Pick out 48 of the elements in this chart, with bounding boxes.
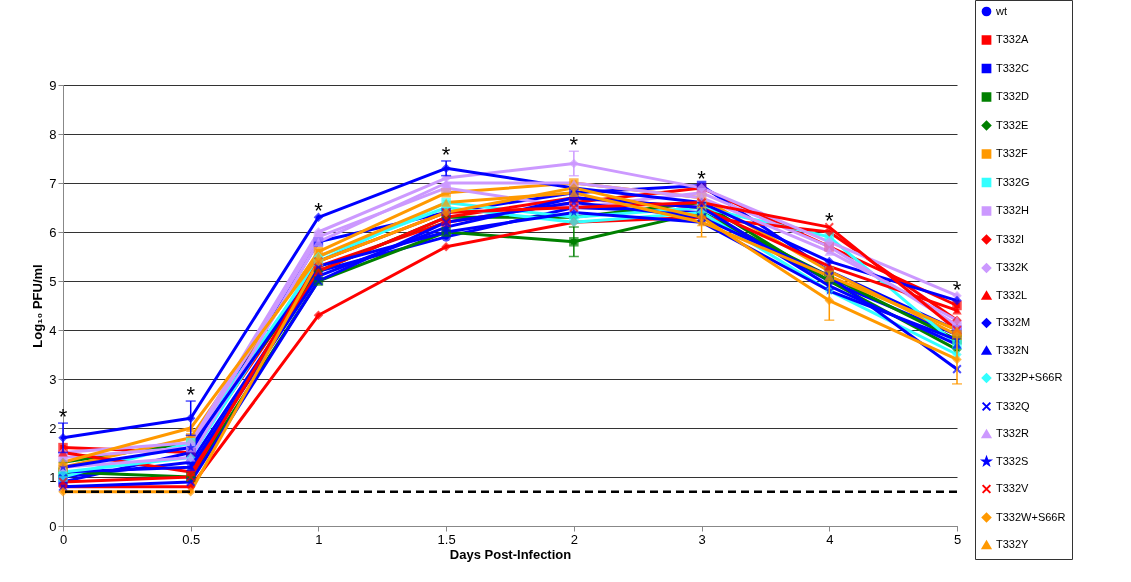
legend-label: T332S [996, 454, 1029, 467]
annotation: * [58, 404, 68, 430]
legend-label: T332L [996, 288, 1028, 301]
legend-label: T332D [996, 90, 1030, 102]
legend-label: T332P+S66R [996, 371, 1063, 383]
y-tick-label: 3 [49, 371, 57, 387]
annotation: * [569, 132, 579, 158]
legend-label: T332E [996, 118, 1029, 131]
annotation: * [441, 141, 451, 167]
y-tick-label: 1 [49, 469, 57, 485]
y-tick-label: 0 [49, 518, 57, 534]
legend-label: T332W+S66R [996, 510, 1066, 523]
legend-label: T332G [996, 175, 1030, 188]
annotation: * [952, 276, 962, 302]
x-axis-title: Days Post-Infection [449, 546, 572, 562]
legend-label: T332H [996, 204, 1030, 216]
x-tick-label: 5 [953, 531, 962, 547]
x-tick-label: 3 [698, 531, 706, 547]
legend-label: T332N [996, 343, 1030, 356]
annotation: * [314, 198, 324, 224]
y-tick-label: 7 [49, 175, 57, 191]
legend-label: T332K [996, 261, 1030, 273]
annotation: * [825, 208, 834, 234]
legend-label: T332I [996, 232, 1025, 245]
x-tick-label: 0.5 [182, 531, 201, 547]
legend-label: T332R [996, 427, 1030, 439]
x-tick-label: 2 [570, 531, 578, 547]
legend-label: T332Y [996, 538, 1030, 550]
y-axis-title: Log₁₀ PFU/ml [30, 264, 46, 348]
x-tick-label: 0 [59, 531, 68, 547]
legend-label: T332V [996, 482, 1030, 494]
annotation: * [697, 166, 707, 192]
x-tick-label: 1 [315, 531, 323, 547]
y-tick-label: 6 [49, 224, 57, 240]
y-tick-label: 9 [49, 77, 57, 93]
legend-label: T332M [996, 316, 1031, 328]
y-tick-label: 4 [49, 322, 57, 338]
x-tick-label: 1.5 [437, 531, 456, 547]
legend-label: wt [995, 4, 1007, 17]
y-tick-label: 5 [49, 273, 57, 289]
x-tick-label: 4 [826, 531, 834, 547]
legend-label: T332Q [996, 399, 1031, 412]
legend-label: T332A [996, 33, 1030, 45]
y-tick-label: 8 [49, 126, 57, 142]
annotation: * [186, 382, 196, 408]
y-tick-label: 2 [49, 420, 57, 436]
legend-label: T332C [996, 61, 1030, 74]
legend-label: T332F [996, 147, 1029, 159]
